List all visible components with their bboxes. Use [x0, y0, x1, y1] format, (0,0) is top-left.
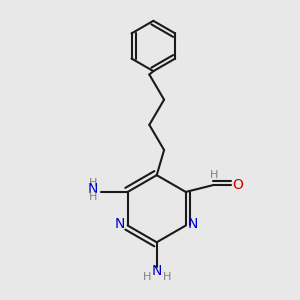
Text: N: N: [152, 265, 162, 278]
Text: H: H: [209, 170, 218, 180]
Text: N: N: [115, 218, 125, 232]
Text: N: N: [188, 218, 198, 232]
Text: N: N: [88, 182, 98, 196]
Text: O: O: [232, 178, 243, 192]
Text: H: H: [89, 178, 97, 188]
Text: H: H: [142, 272, 151, 283]
Text: H: H: [89, 192, 97, 202]
Text: H: H: [163, 272, 171, 283]
